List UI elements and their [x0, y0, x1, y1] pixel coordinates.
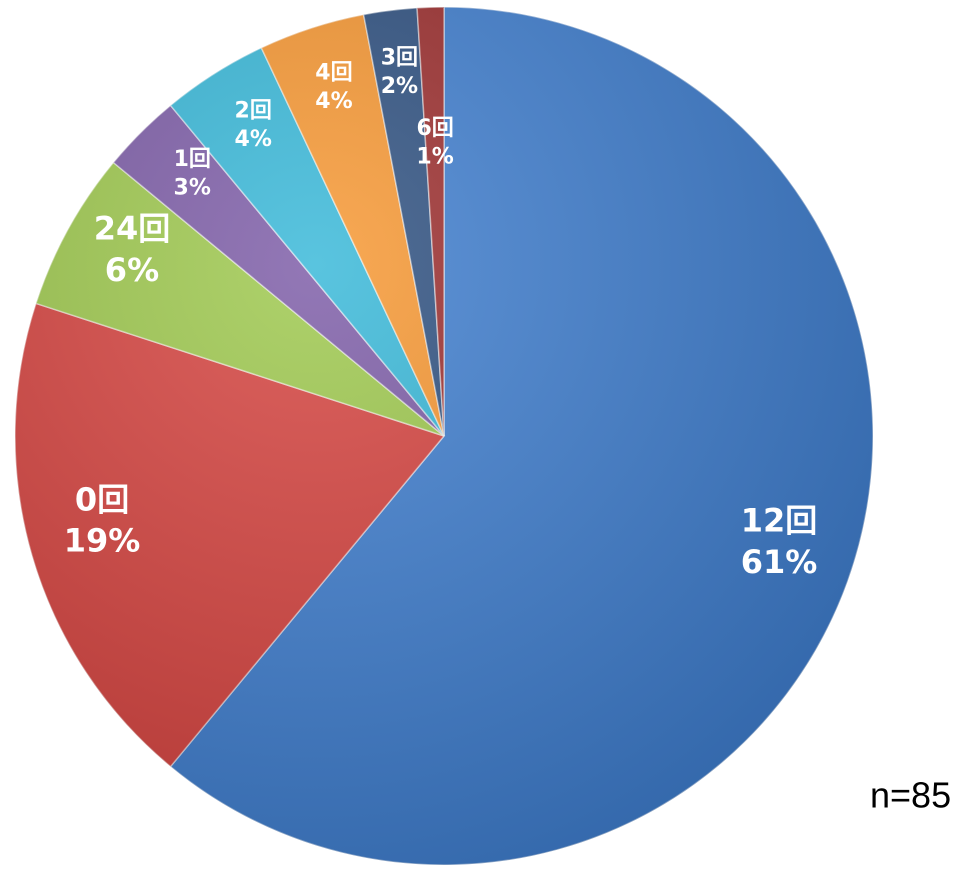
slice-category: 12回: [741, 502, 818, 540]
slice-category: 2回: [235, 98, 272, 123]
slice-category: 3回: [381, 46, 418, 71]
slice-value-label: 2%: [381, 74, 418, 99]
slice-category: 1回: [174, 147, 211, 172]
slice-category: 4回: [315, 60, 352, 85]
slice-value-label: 61%: [741, 543, 818, 581]
slice-category: 24回: [94, 209, 171, 247]
slice-value-label: 1%: [416, 144, 453, 169]
slice-category: 0回: [75, 480, 129, 518]
slice-category: 6回: [416, 116, 453, 141]
slice-value-label: 19%: [64, 522, 141, 560]
slice-value-label: 3%: [174, 176, 211, 201]
slice-value-label: 4%: [235, 127, 272, 152]
slice-value-label: 4%: [315, 89, 352, 114]
sample-size: n=85: [870, 775, 951, 816]
slice-value-label: 6%: [105, 251, 159, 289]
